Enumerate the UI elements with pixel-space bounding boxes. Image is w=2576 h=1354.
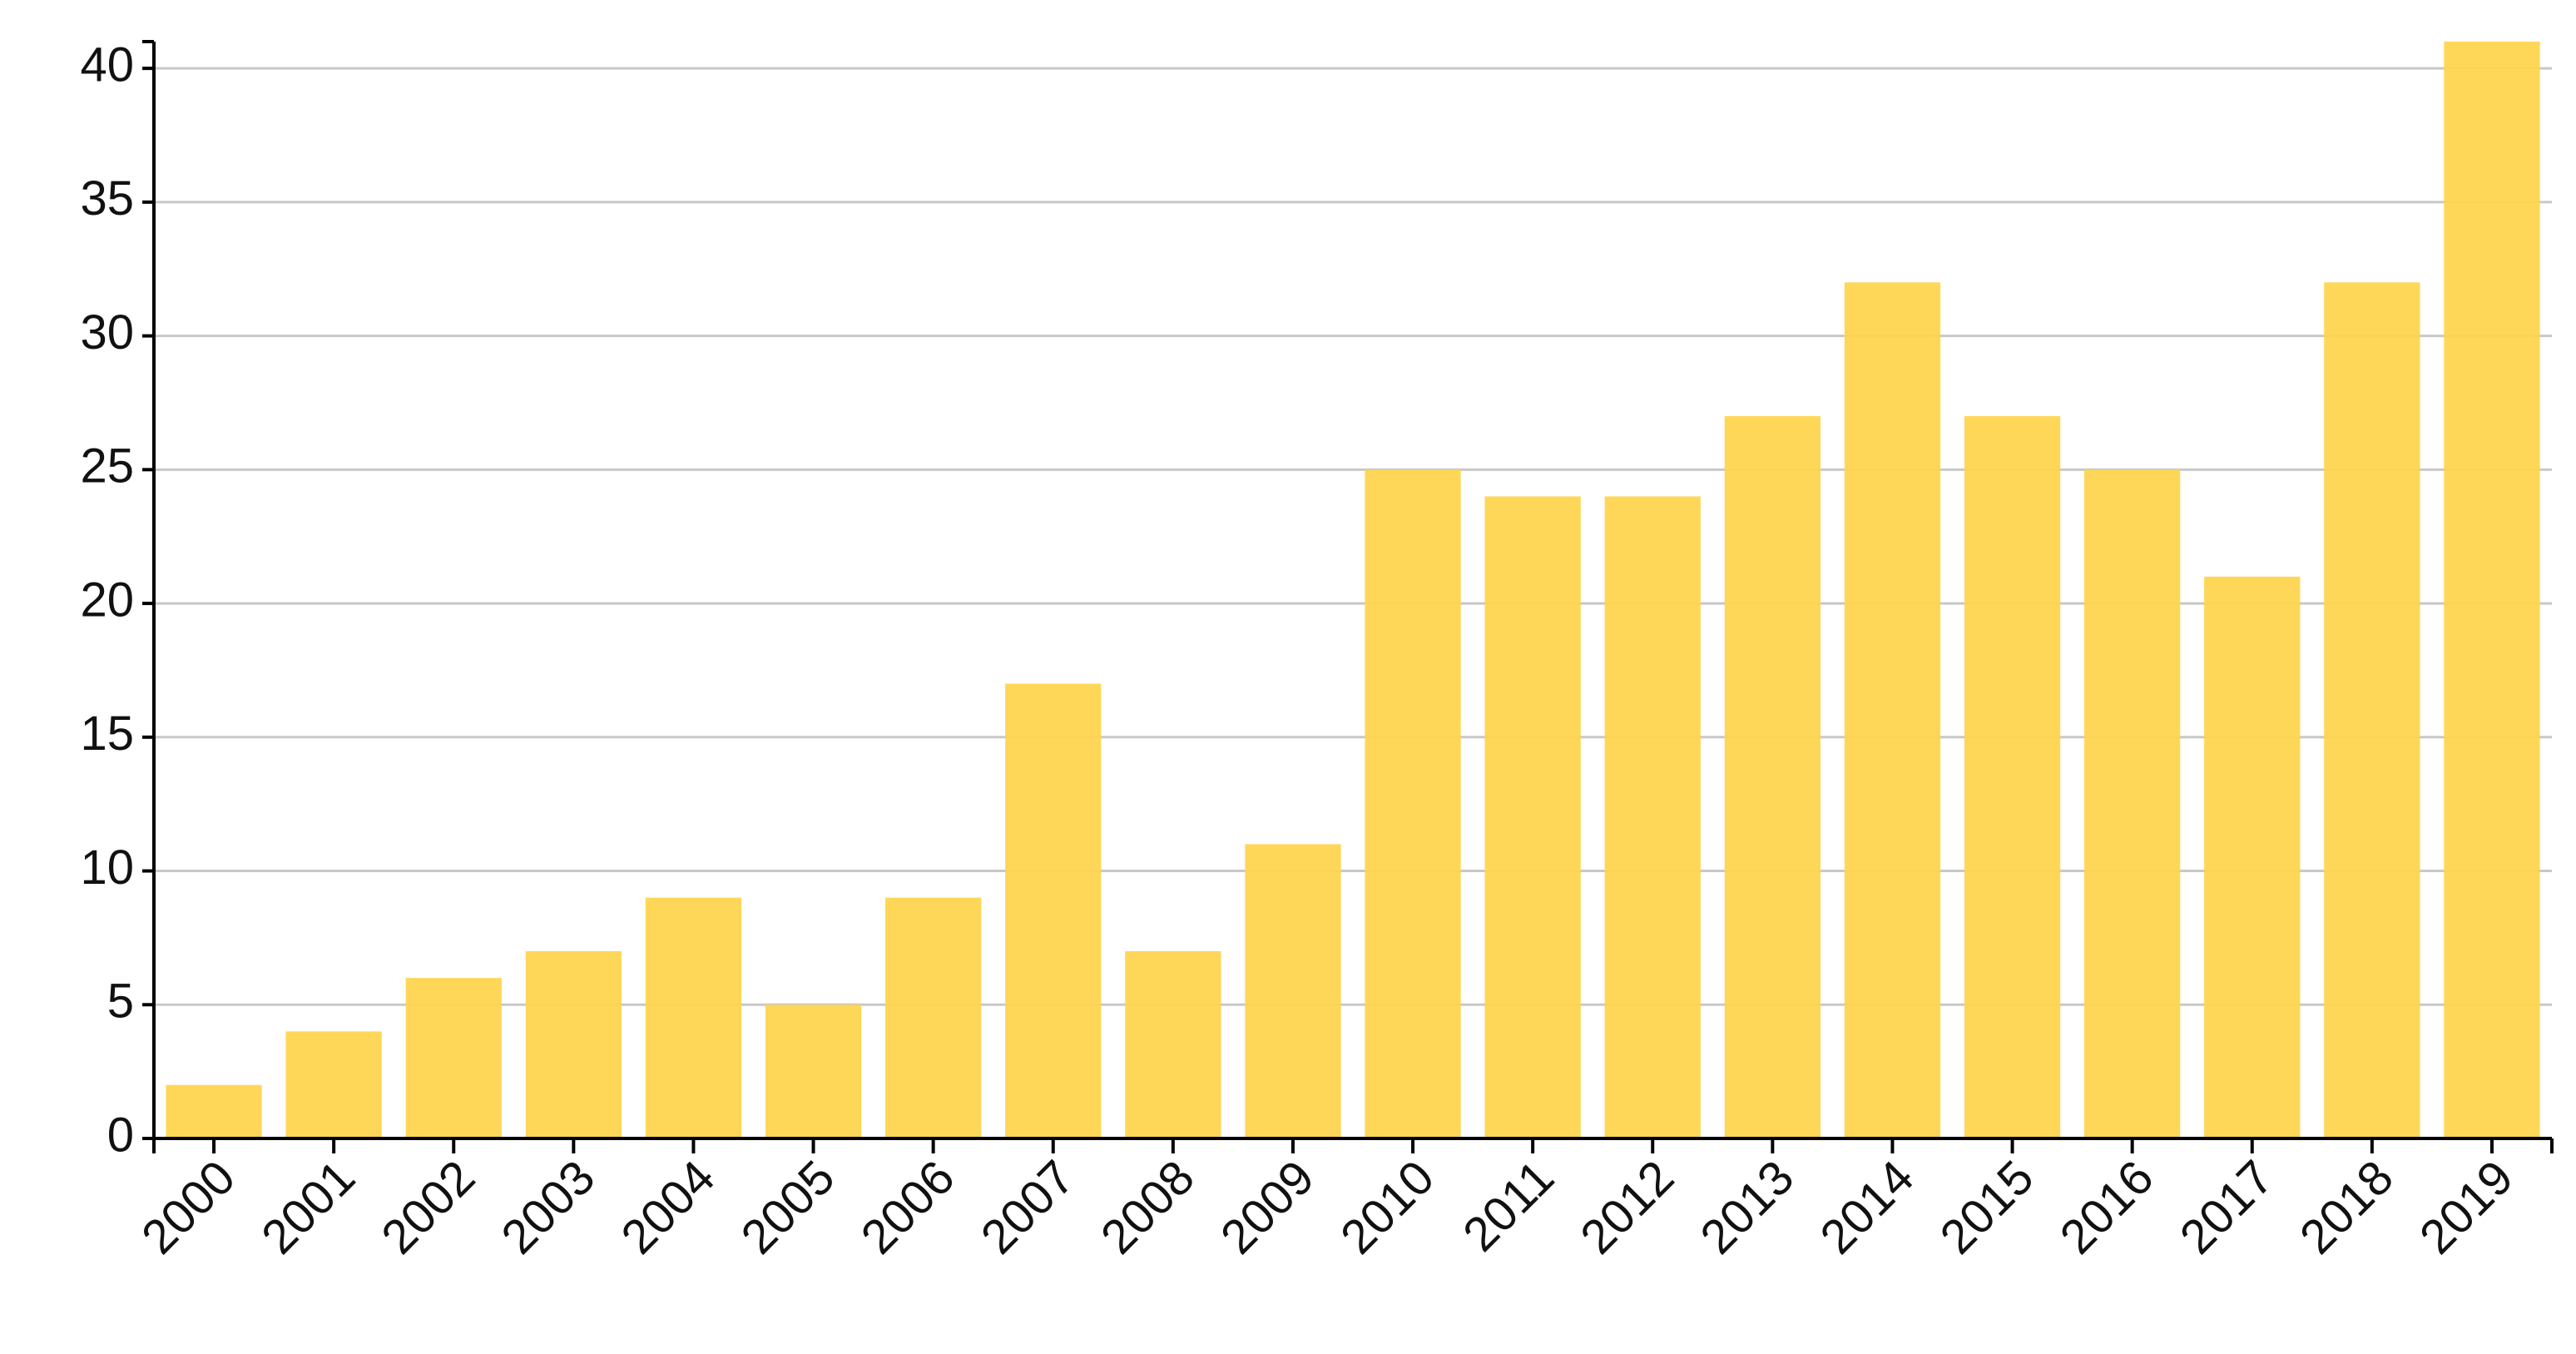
x-tick-label: 2007 <box>971 1150 1085 1264</box>
y-tick-label: 30 <box>80 305 134 360</box>
bar <box>2204 576 2301 1138</box>
bar <box>2444 42 2540 1138</box>
x-tick-label: 2001 <box>251 1150 365 1264</box>
x-tick-label: 2013 <box>1690 1150 1804 1264</box>
x-tick-label: 2010 <box>1330 1150 1444 1264</box>
x-tick-label: 2004 <box>611 1150 725 1264</box>
bar <box>1484 496 1581 1138</box>
y-tick-label: 10 <box>80 841 134 895</box>
x-tick-label: 2012 <box>1570 1150 1684 1264</box>
x-tick-label: 2006 <box>850 1150 964 1264</box>
bar <box>1245 844 1341 1138</box>
y-tick-label: 15 <box>80 707 134 761</box>
y-tick-label: 0 <box>107 1108 134 1162</box>
x-tick-label: 2002 <box>371 1150 485 1264</box>
bar <box>166 1084 262 1138</box>
x-tick-label: 2009 <box>1211 1150 1325 1264</box>
bar <box>1724 416 1821 1138</box>
bar <box>2084 469 2181 1138</box>
y-tick-label: 5 <box>107 975 134 1029</box>
x-tick-label: 2003 <box>491 1150 605 1264</box>
bar <box>525 950 622 1138</box>
x-tick-label: 2005 <box>731 1150 845 1264</box>
bar <box>2324 282 2420 1138</box>
bar <box>1125 950 1221 1138</box>
bar <box>765 1004 862 1138</box>
bar <box>405 978 502 1138</box>
x-tick-label: 2014 <box>1810 1150 1924 1264</box>
y-tick-label: 40 <box>80 37 134 92</box>
bar <box>885 897 982 1138</box>
x-tick-label: 2000 <box>131 1150 245 1264</box>
bar <box>1604 496 1701 1138</box>
y-tick-label: 35 <box>80 171 134 226</box>
bar <box>285 1031 382 1138</box>
x-tick-label: 2018 <box>2290 1150 2404 1264</box>
x-tick-label: 2011 <box>1453 1150 1564 1262</box>
x-tick-label: 2019 <box>2410 1150 2524 1264</box>
bar <box>645 897 742 1138</box>
bar <box>1365 469 1461 1138</box>
bar <box>1964 416 2061 1138</box>
bar <box>1005 683 1102 1138</box>
x-tick-label: 2008 <box>1091 1150 1205 1264</box>
x-tick-label: 2017 <box>2170 1150 2284 1264</box>
x-tick-label: 2016 <box>2049 1150 2163 1264</box>
y-tick-label: 20 <box>80 573 134 627</box>
y-tick-label: 25 <box>80 439 134 493</box>
bar <box>1844 282 1941 1138</box>
x-tick-label: 2015 <box>1930 1150 2043 1264</box>
